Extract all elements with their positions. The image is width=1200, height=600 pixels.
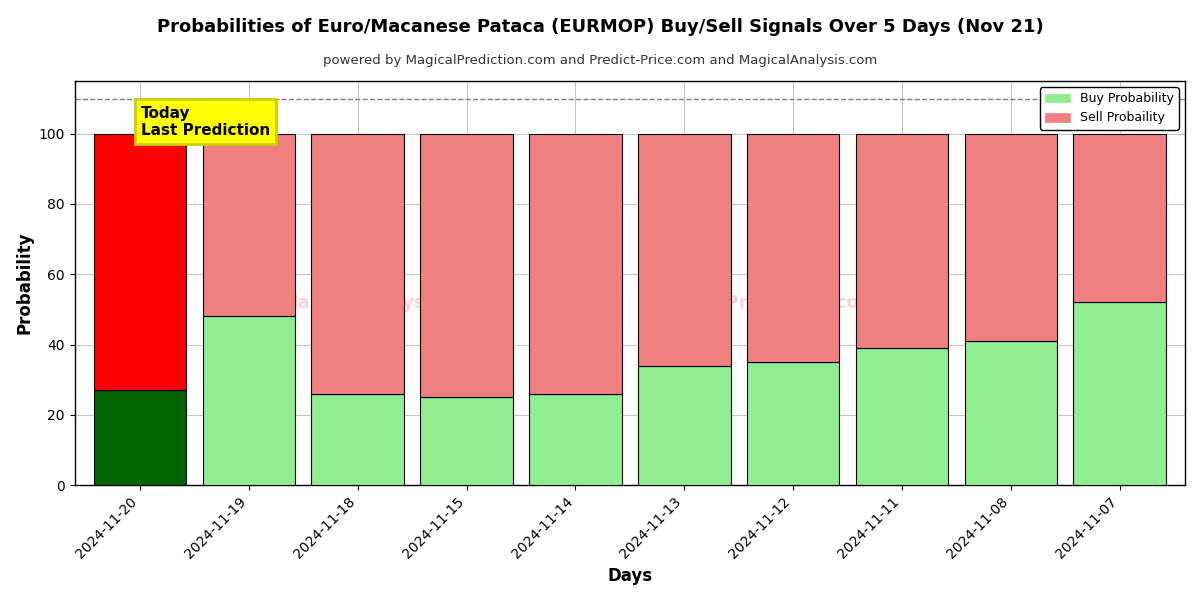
Bar xyxy=(1074,302,1166,485)
Bar xyxy=(965,341,1057,485)
Bar xyxy=(638,365,731,485)
Text: powered by MagicalPrediction.com and Predict-Price.com and MagicalAnalysis.com: powered by MagicalPrediction.com and Pre… xyxy=(323,54,877,67)
Bar xyxy=(312,394,404,485)
Text: Probabilities of Euro/Macanese Pataca (EURMOP) Buy/Sell Signals Over 5 Days (Nov: Probabilities of Euro/Macanese Pataca (E… xyxy=(157,18,1043,36)
Bar xyxy=(856,134,948,348)
Text: MagicalPrediction.com: MagicalPrediction.com xyxy=(648,294,878,312)
Bar xyxy=(312,134,404,394)
Text: Today
Last Prediction: Today Last Prediction xyxy=(142,106,270,138)
Bar xyxy=(420,134,512,397)
Bar xyxy=(856,348,948,485)
X-axis label: Days: Days xyxy=(607,567,653,585)
Bar xyxy=(529,134,622,394)
Legend: Buy Probability, Sell Probaility: Buy Probability, Sell Probaility xyxy=(1040,87,1178,130)
Bar xyxy=(1074,134,1166,302)
Bar xyxy=(94,390,186,485)
Text: MagicalAnalysis.com: MagicalAnalysis.com xyxy=(281,294,491,312)
Bar xyxy=(203,134,295,316)
Bar xyxy=(965,134,1057,341)
Bar xyxy=(746,134,839,362)
Bar xyxy=(420,397,512,485)
Bar xyxy=(94,134,186,390)
Bar xyxy=(529,394,622,485)
Bar xyxy=(746,362,839,485)
Bar xyxy=(203,316,295,485)
Y-axis label: Probability: Probability xyxy=(16,232,34,334)
Bar xyxy=(638,134,731,365)
